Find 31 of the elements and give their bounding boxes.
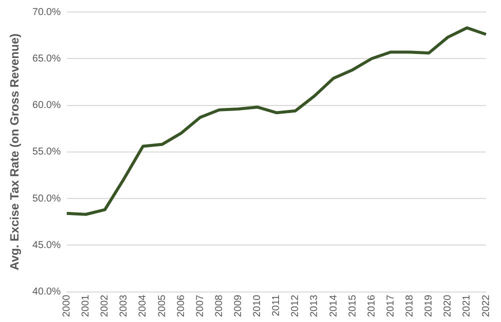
x-tick-label: 2011	[271, 294, 282, 316]
y-tick-label: 65.0%	[32, 53, 61, 64]
x-tick-label: 2003	[118, 294, 130, 318]
x-tick-label: 2005	[156, 294, 168, 318]
x-tick-label: 2006	[176, 294, 187, 318]
x-tick-label: 2017	[385, 294, 396, 318]
y-axis-title: Avg. Excise Tax Rate (on Gross Revenue)	[8, 34, 22, 270]
x-tick-label: 2000	[62, 294, 73, 318]
x-tick-label: 2019	[424, 294, 435, 318]
y-tick-label: 50.0%	[32, 193, 61, 204]
x-tick-label: 2021	[462, 294, 473, 318]
x-tick-label: 2012	[290, 294, 302, 318]
x-tick-label: 2009	[233, 294, 244, 318]
x-tick-label: 2016	[366, 294, 378, 318]
x-tick-label: 2002	[100, 294, 111, 318]
x-tick-label: 2020	[442, 294, 454, 318]
y-tick-label: 55.0%	[32, 146, 61, 158]
x-tick-label: 2022	[480, 294, 492, 318]
x-tick-label: 2015	[347, 294, 358, 318]
x-tick-label: 2014	[328, 294, 340, 318]
x-tick-label: 2004	[138, 294, 149, 318]
x-tick-label: 2008	[214, 294, 225, 318]
x-tick-label: 2010	[252, 294, 264, 318]
y-tick-label: 45.0%	[32, 240, 61, 251]
x-tick-label: 2001	[80, 294, 92, 318]
x-tick-label: 2018	[404, 294, 416, 318]
x-tick-label: 2013	[309, 294, 320, 318]
y-tick-label: 70.0%	[32, 6, 61, 18]
y-tick-label: 40.0%	[32, 286, 61, 298]
x-tick-label: 2007	[194, 294, 206, 318]
y-tick-label: 60.0%	[32, 100, 61, 111]
